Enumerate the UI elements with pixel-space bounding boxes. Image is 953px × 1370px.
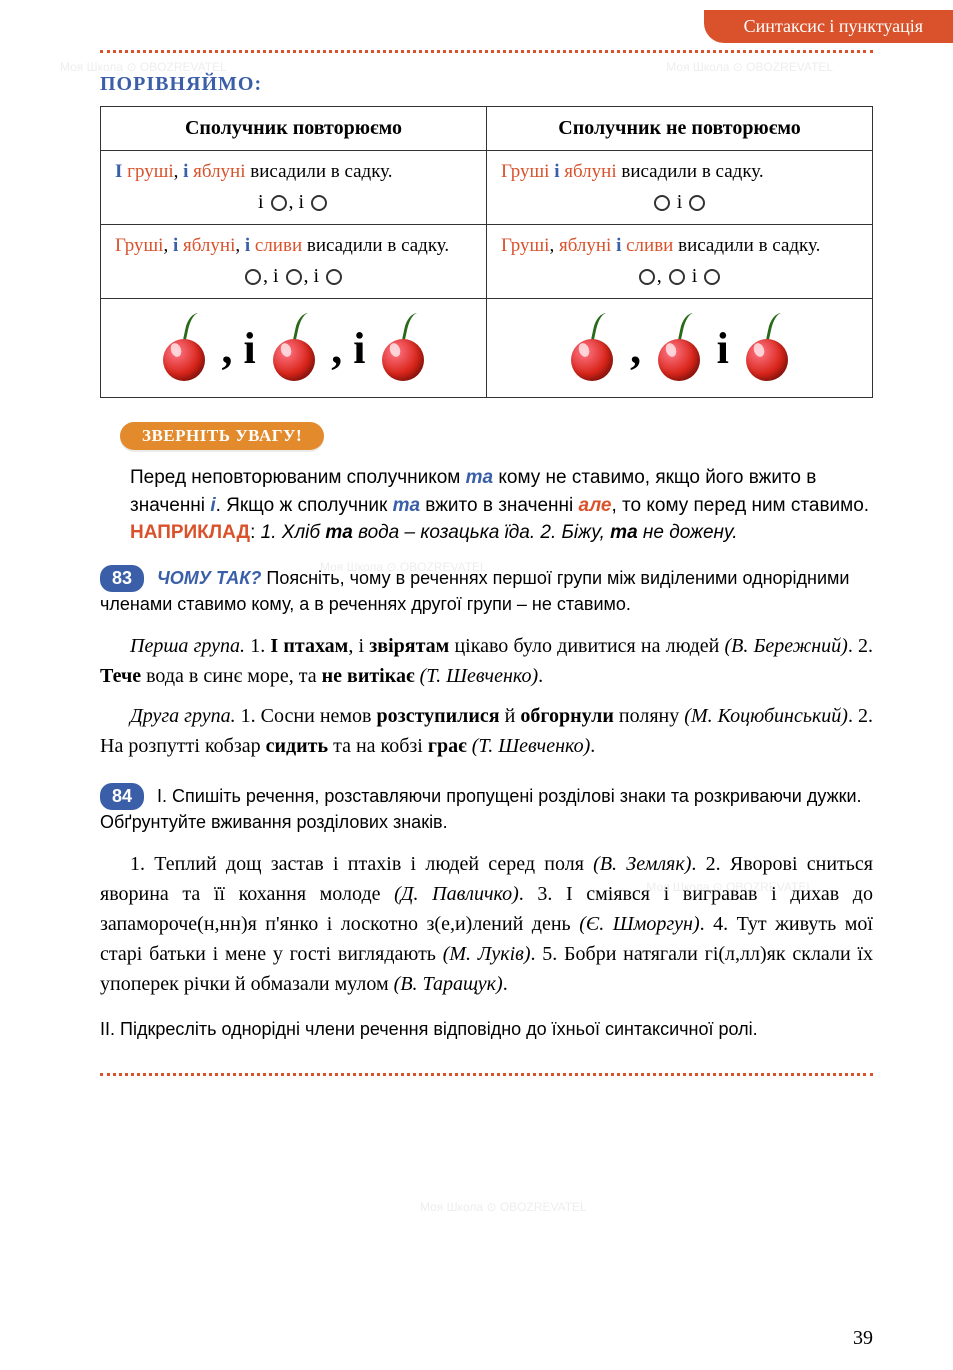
exercise-84-part2: ІІ. Підкресліть однорідні члени речення … bbox=[100, 1017, 873, 1042]
cherry-icon bbox=[652, 313, 706, 383]
comma-separator: , bbox=[630, 323, 641, 374]
page-number: 39 bbox=[853, 1327, 873, 1350]
sentence: І груші, і яблуні висадили в садку. bbox=[115, 161, 393, 182]
cherry-cell-left: , і , і bbox=[101, 299, 487, 398]
pattern-diagram: , і bbox=[501, 265, 858, 288]
table-row: Груші, і яблуні, і сливи висадили в садк… bbox=[101, 225, 873, 299]
cherry-illustration-row: , і , і , і bbox=[101, 299, 873, 398]
top-divider bbox=[100, 50, 873, 53]
pattern-diagram: , і , і bbox=[115, 265, 472, 288]
cherry-icon bbox=[565, 313, 619, 383]
textbook-page: Синтаксис і пунктуація Моя Школа ⊙ OBOZR… bbox=[0, 0, 953, 1370]
exercise-83-group2: Друга група. 1. Сосни немов розступилися… bbox=[100, 701, 873, 761]
sentence: Груші, і яблуні, і сливи висадили в садк… bbox=[115, 235, 449, 256]
exercise-intro-text: І. Спишіть речення, розставляючи пропуще… bbox=[100, 786, 862, 832]
section-tab: Синтаксис і пунктуація bbox=[704, 10, 953, 43]
cherry-icon bbox=[376, 313, 430, 383]
table-header-row: Сполучник повторюємо Сполучник не повтор… bbox=[101, 107, 873, 151]
example-cell: І груші, і яблуні висадили в садку. і , … bbox=[101, 151, 487, 225]
sentence: Груші і яблуні висадили в садку. bbox=[501, 161, 764, 182]
attention-badge: ЗВЕРНІТЬ УВАГУ! bbox=[120, 422, 324, 450]
exercise-83-header: 83 ЧОМУ ТАК? Поясніть, чому в реченнях п… bbox=[100, 565, 873, 617]
watermark: Моя Школа ⊙ OBOZREVATEL bbox=[60, 60, 227, 74]
col-header-norepeat: Сполучник не повторюємо bbox=[487, 107, 873, 151]
comma-separator: , і bbox=[222, 323, 256, 374]
exercise-84-header: 84 І. Спишіть речення, розставляючи проп… bbox=[100, 783, 873, 835]
watermark: Моя Школа ⊙ OBOZREVATEL bbox=[420, 1200, 587, 1214]
example-cell: Груші і яблуні висадили в садку. і bbox=[487, 151, 873, 225]
exercise-84-body: 1. Теплий дощ застав і птахів і людей се… bbox=[100, 849, 873, 999]
cherry-icon bbox=[740, 313, 794, 383]
watermark: Моя Школа ⊙ OBOZREVATEL bbox=[666, 60, 833, 74]
comparison-table: Сполучник повторюємо Сполучник не повтор… bbox=[100, 106, 873, 398]
compare-title: ПОРІВНЯЙМО: bbox=[100, 73, 873, 96]
table-row: І груші, і яблуні висадили в садку. і , … bbox=[101, 151, 873, 225]
exercise-number-badge: 84 bbox=[100, 783, 144, 810]
pattern-diagram: і , і bbox=[115, 191, 472, 214]
cherry-cell-right: , і bbox=[487, 299, 873, 398]
exercise-83-group1: Перша група. 1. І птахам, і звірятам цік… bbox=[100, 631, 873, 691]
example-cell: Груші, яблуні і сливи висадили в садку. … bbox=[487, 225, 873, 299]
cherry-icon bbox=[267, 313, 321, 383]
conj-separator: і bbox=[717, 323, 729, 374]
cherry-icon bbox=[157, 313, 211, 383]
exercise-title: ЧОМУ ТАК? bbox=[157, 568, 261, 588]
sentence: Груші, яблуні і сливи висадили в садку. bbox=[501, 235, 820, 256]
col-header-repeat: Сполучник повторюємо bbox=[101, 107, 487, 151]
pattern-diagram: і bbox=[501, 191, 858, 214]
bottom-divider bbox=[100, 1073, 873, 1076]
attention-note: Перед неповторюваним сполучником та кому… bbox=[130, 464, 873, 547]
comma-separator: , і bbox=[331, 323, 365, 374]
exercise-number-badge: 83 bbox=[100, 565, 144, 592]
example-cell: Груші, і яблуні, і сливи висадили в садк… bbox=[101, 225, 487, 299]
